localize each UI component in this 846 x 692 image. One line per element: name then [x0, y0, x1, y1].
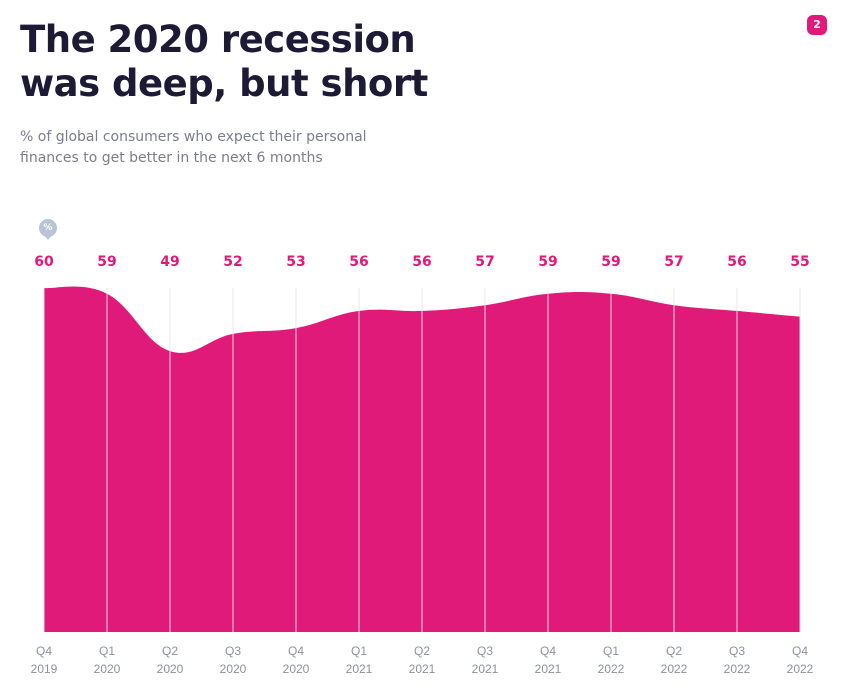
- x-tick-label-year: 2021: [409, 662, 436, 676]
- x-tick-label-year: 2022: [661, 662, 688, 676]
- x-tick-label-quarter: Q3: [225, 644, 241, 658]
- x-tick-label-quarter: Q4: [36, 644, 52, 658]
- title-line-1: The 2020 recession: [20, 18, 416, 61]
- data-label: 57: [664, 254, 683, 270]
- x-tick-label-quarter: Q1: [603, 644, 619, 658]
- data-label: 60: [34, 254, 54, 270]
- data-label: 56: [412, 254, 431, 270]
- x-tick-label-year: 2019: [31, 662, 58, 676]
- x-tick-label-quarter: Q3: [477, 644, 493, 658]
- data-label: 53: [286, 254, 305, 270]
- x-tick-label-quarter: Q1: [351, 644, 367, 658]
- x-tick-label-quarter: Q4: [540, 644, 556, 658]
- chart-subtitle: % of global consumers who expect their p…: [20, 127, 400, 169]
- data-label: 59: [538, 254, 557, 270]
- page-number-badge: 2: [807, 15, 827, 35]
- data-label: 56: [727, 254, 746, 270]
- x-tick-label-quarter: Q4: [792, 644, 808, 658]
- subtitle-line-1: % of global consumers who expect their p…: [20, 129, 367, 145]
- data-label: 52: [223, 254, 242, 270]
- title-line-2: was deep, but short: [20, 62, 428, 105]
- percent-unit-icon: %: [39, 219, 57, 240]
- x-tick-label-quarter: Q3: [729, 644, 745, 658]
- data-label: 55: [790, 254, 809, 270]
- x-tick-label-quarter: Q2: [414, 644, 430, 658]
- x-tick-label-year: 2020: [157, 662, 184, 676]
- subtitle-line-2: finances to get better in the next 6 mon…: [20, 150, 323, 166]
- x-tick-label-year: 2020: [283, 662, 310, 676]
- x-tick-label-year: 2022: [598, 662, 625, 676]
- x-tick-label-year: 2020: [94, 662, 121, 676]
- x-tick-label-year: 2021: [472, 662, 499, 676]
- x-tick-label-year: 2021: [346, 662, 373, 676]
- x-tick-label-year: 2020: [220, 662, 247, 676]
- data-label: 59: [97, 254, 116, 270]
- data-label: 49: [160, 254, 179, 270]
- x-tick-label-quarter: Q2: [162, 644, 178, 658]
- x-tick-label-quarter: Q4: [288, 644, 304, 658]
- x-tick-label-year: 2022: [787, 662, 814, 676]
- x-tick-label-quarter: Q1: [99, 644, 115, 658]
- data-label: 56: [349, 254, 368, 270]
- data-label: 59: [601, 254, 620, 270]
- x-tick-label-quarter: Q2: [666, 644, 682, 658]
- data-label: 57: [475, 254, 494, 270]
- chart-title: The 2020 recession was deep, but short: [20, 18, 428, 106]
- x-tick-label-year: 2021: [535, 662, 562, 676]
- x-tick-label-year: 2022: [724, 662, 751, 676]
